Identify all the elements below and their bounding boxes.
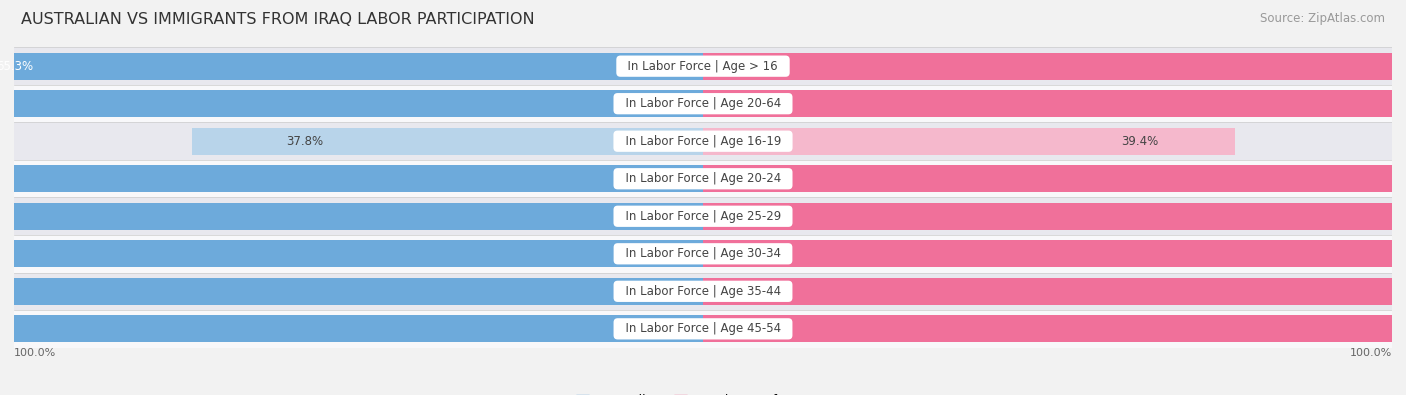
Bar <box>14 122 1392 160</box>
Text: 65.3%: 65.3% <box>0 60 34 73</box>
Legend: Australian, Immigrants from Iraq: Australian, Immigrants from Iraq <box>576 394 830 395</box>
Text: In Labor Force | Age 20-24: In Labor Force | Age 20-24 <box>617 172 789 185</box>
Text: In Labor Force | Age 35-44: In Labor Force | Age 35-44 <box>617 285 789 298</box>
Bar <box>703 240 1406 267</box>
Text: 39.4%: 39.4% <box>1121 135 1159 148</box>
Bar <box>703 203 1406 230</box>
Bar <box>703 165 1406 192</box>
Bar <box>0 278 703 305</box>
Bar <box>0 90 703 117</box>
Bar <box>0 315 703 342</box>
Bar <box>703 53 1406 80</box>
Bar <box>14 85 1392 122</box>
Text: 100.0%: 100.0% <box>14 348 56 357</box>
Text: AUSTRALIAN VS IMMIGRANTS FROM IRAQ LABOR PARTICIPATION: AUSTRALIAN VS IMMIGRANTS FROM IRAQ LABOR… <box>21 12 534 27</box>
Text: In Labor Force | Age 30-34: In Labor Force | Age 30-34 <box>617 247 789 260</box>
Bar <box>14 310 1392 348</box>
Bar <box>14 160 1392 198</box>
Text: In Labor Force | Age 20-64: In Labor Force | Age 20-64 <box>617 97 789 110</box>
Bar <box>703 278 1406 305</box>
Bar <box>14 273 1392 310</box>
Text: Source: ZipAtlas.com: Source: ZipAtlas.com <box>1260 12 1385 25</box>
Bar <box>14 47 1392 85</box>
Bar <box>703 90 1406 117</box>
Bar <box>0 165 703 192</box>
Text: In Labor Force | Age 25-29: In Labor Force | Age 25-29 <box>617 210 789 223</box>
Bar <box>703 315 1406 342</box>
Bar <box>193 128 703 155</box>
Bar <box>0 240 703 267</box>
Bar <box>0 203 703 230</box>
Text: In Labor Force | Age > 16: In Labor Force | Age > 16 <box>620 60 786 73</box>
Text: In Labor Force | Age 16-19: In Labor Force | Age 16-19 <box>617 135 789 148</box>
Text: 100.0%: 100.0% <box>1350 348 1392 357</box>
Bar <box>0 53 703 80</box>
Bar <box>14 235 1392 273</box>
Text: 37.8%: 37.8% <box>287 135 323 148</box>
Text: In Labor Force | Age 45-54: In Labor Force | Age 45-54 <box>617 322 789 335</box>
Bar <box>14 198 1392 235</box>
Bar <box>703 128 1236 155</box>
